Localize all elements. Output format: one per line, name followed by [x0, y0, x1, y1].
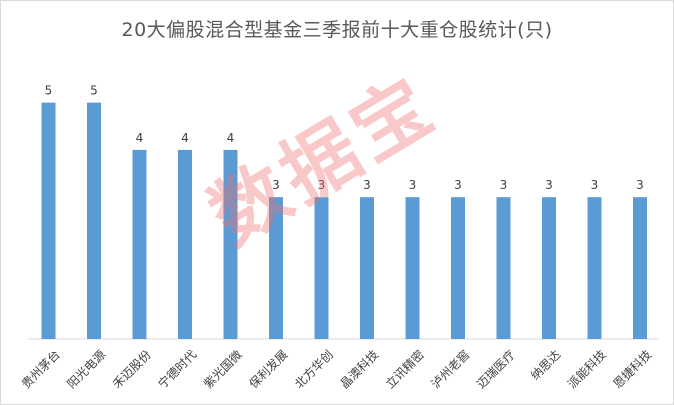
bar: [41, 102, 56, 340]
data-label: 3: [409, 178, 417, 192]
x-tick-label: 禾迈股份: [110, 347, 154, 391]
x-tick-label: 宁德时代: [155, 347, 200, 392]
x-tick-label: 保利发展: [246, 347, 291, 392]
data-label: 3: [454, 178, 462, 192]
x-tick-label: 紫光国微: [201, 347, 245, 391]
bar: [87, 102, 101, 340]
x-tick-label: 泸州老窖: [428, 347, 473, 392]
data-label: 5: [45, 84, 53, 98]
data-label: 3: [636, 178, 644, 192]
data-label: 3: [272, 178, 280, 192]
data-label: 5: [90, 84, 98, 98]
x-tick-label: 纳思达: [528, 347, 563, 382]
data-label: 3: [500, 178, 508, 192]
bar: [178, 149, 192, 339]
bar: [633, 197, 647, 339]
x-tick-label: 立讯精密: [382, 347, 427, 392]
data-label: 4: [227, 131, 235, 145]
bar: [542, 197, 556, 339]
data-label: 3: [363, 178, 371, 192]
bar: [405, 197, 420, 339]
x-tick-label: 阳光电源: [64, 347, 108, 391]
bar: [223, 149, 238, 339]
x-tick-label: 北方华创: [291, 347, 336, 392]
bar: [269, 197, 283, 339]
data-label: 3: [591, 178, 599, 192]
data-label: 4: [136, 131, 144, 145]
bar: [496, 197, 511, 339]
bar: [132, 149, 147, 339]
bar: [360, 197, 374, 339]
x-tick-label: 晶澳科技: [337, 347, 381, 391]
bar: [451, 197, 465, 339]
chart-title: 20大偏股混合型基金三季报前十大重仓股统计(只): [121, 19, 553, 41]
data-label: 4: [181, 131, 189, 145]
bar: [587, 197, 602, 339]
x-tick-label: 迈瑞医疗: [474, 347, 518, 391]
x-tick-label: 恩捷科技: [610, 347, 654, 391]
bar: [314, 197, 329, 339]
data-label: 3: [545, 178, 553, 192]
data-label: 3: [318, 178, 326, 192]
x-tick-label: 贵州茅台: [18, 347, 63, 392]
x-tick-label: 派能科技: [565, 347, 609, 391]
